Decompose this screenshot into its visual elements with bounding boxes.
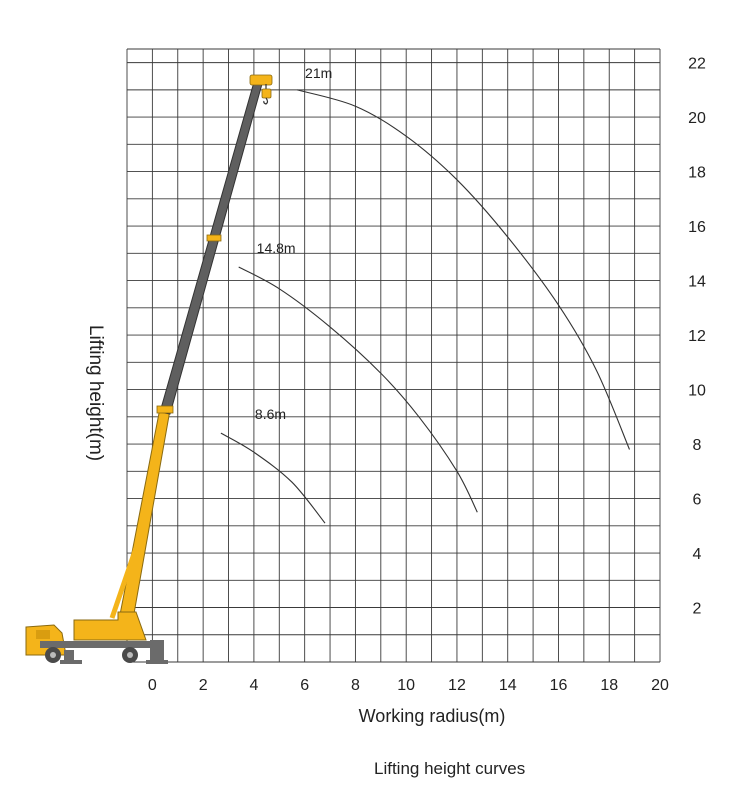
x-axis-label: Working radius(m) [359,706,506,726]
lifting-curve-2 [238,266,478,513]
y-tick-label: 20 [688,110,706,127]
truck-crane-icon [25,74,273,664]
x-axis-ticks: 0 2 4 6 8 10 12 14 16 18 20 [148,677,669,694]
lifting-curve-1 [296,89,631,450]
x-tick-label: 6 [300,677,309,694]
curve-label: 21m [305,65,332,81]
lifting-curves [220,89,631,524]
chart-caption: Lifting height curves [374,759,526,778]
y-tick-label: 4 [693,546,702,563]
curve-label: 8.6m [255,406,286,422]
y-tick-label: 2 [693,601,702,618]
x-tick-label: 4 [249,677,258,694]
x-tick-label: 2 [199,677,208,694]
y-tick-label: 14 [688,274,706,291]
x-tick-label: 14 [499,677,517,694]
x-tick-label: 0 [148,677,157,694]
y-tick-label: 8 [693,437,702,454]
x-tick-label: 18 [600,677,618,694]
x-tick-label: 16 [550,677,568,694]
x-tick-label: 10 [397,677,415,694]
y-tick-label: 22 [688,56,706,73]
x-tick-label: 12 [448,677,466,694]
curve-label: 14.8m [257,240,296,256]
y-tick-label: 18 [688,165,706,182]
y-tick-label: 10 [688,383,706,400]
y-tick-label: 12 [688,328,706,345]
lifting-curve-3 [220,432,326,524]
curve-labels: 21m 14.8m 8.6m [255,65,332,422]
chart-grid [126,48,661,663]
x-tick-label: 20 [651,677,669,694]
y-tick-label: 16 [688,219,706,236]
x-tick-label: 8 [351,677,360,694]
y-axis-ticks: 2 4 6 8 10 12 14 16 18 20 22 [688,56,706,618]
y-axis-label: Lifting height(m) [85,325,106,461]
y-tick-label: 6 [693,492,702,509]
